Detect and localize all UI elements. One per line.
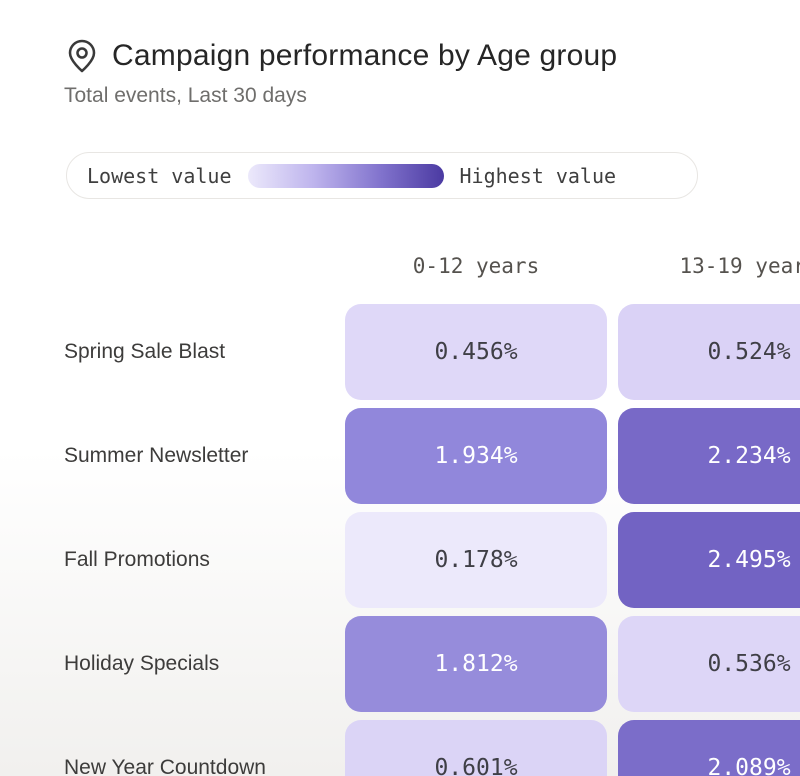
row-label-2: Fall Promotions	[64, 548, 210, 571]
heatmap-cell-3-0[interactable]: 1.812%	[345, 616, 607, 712]
heatmap-cell-4-0[interactable]: 0.601%	[345, 720, 607, 776]
chart-subtitle: Total events, Last 30 days	[64, 84, 307, 107]
chart-header: Campaign performance by Age group	[64, 38, 800, 74]
heatmap-cell-2-0[interactable]: 0.178%	[345, 512, 607, 608]
legend-gradient-bar	[247, 163, 444, 188]
legend-low-label: Lowest value	[87, 163, 232, 188]
column-header-0: 0-12 years	[412, 254, 540, 278]
column-header-1: 13-19 years	[679, 254, 800, 278]
heatmap-cell-0-0[interactable]: 0.456%	[345, 304, 607, 400]
heatmap-cell-1-0[interactable]: 1.934%	[345, 408, 607, 504]
row-label-3: Holiday Specials	[64, 652, 220, 675]
heatmap: 0-12 years 13-19 years Spring Sale Blast 0.…	[0, 251, 800, 776]
heatmap-cell-1-1[interactable]: 2.234%	[618, 408, 800, 504]
heatmap-cell-3-1[interactable]: 0.536%	[618, 616, 800, 712]
color-legend: Lowest value Highest value	[66, 152, 698, 199]
legend-high-label: Highest value	[459, 163, 617, 188]
heatmap-cell-4-1[interactable]: 2.089%	[618, 720, 800, 776]
row-label-0: Spring Sale Blast	[64, 340, 226, 363]
heatmap-cell-2-1[interactable]: 2.495%	[618, 512, 800, 608]
row-label-1: Summer Newsletter	[64, 444, 249, 467]
column-header-spacer	[0, 251, 334, 281]
heatmap-cell-0-1[interactable]: 0.524%	[618, 304, 800, 400]
page-title: Campaign performance by Age group	[112, 39, 618, 72]
row-label-4: New Year Countdown	[64, 756, 266, 776]
location-pin-icon	[68, 39, 96, 73]
